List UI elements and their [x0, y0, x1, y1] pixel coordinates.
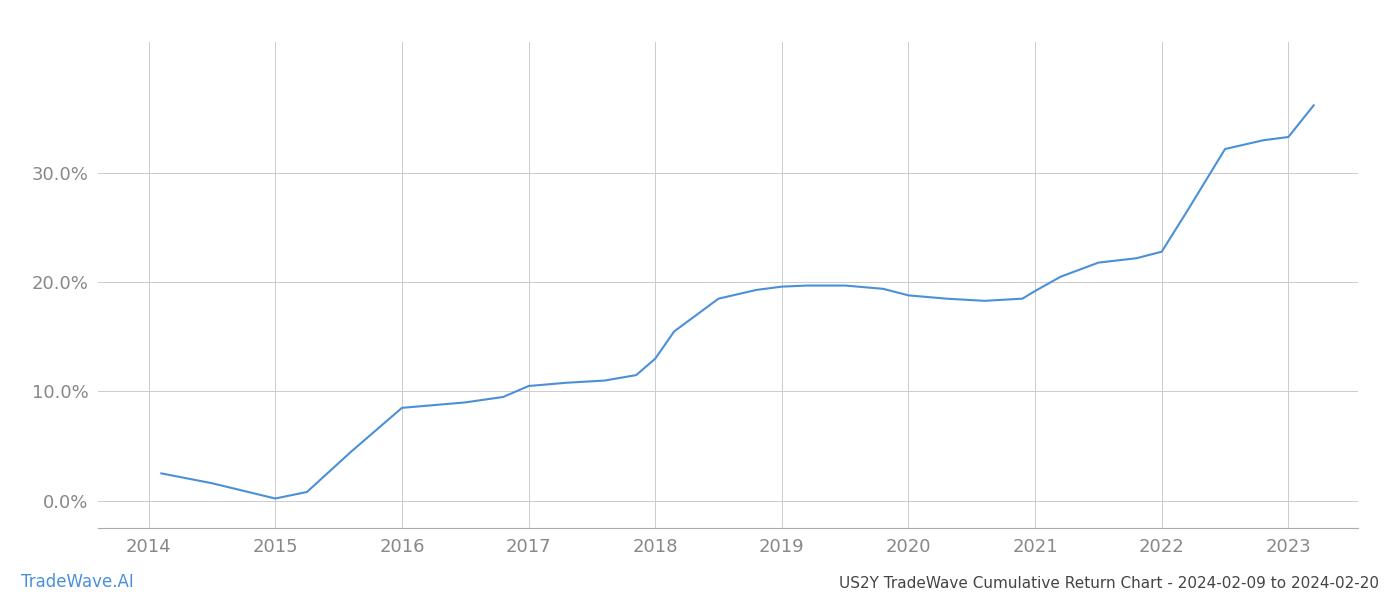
Text: TradeWave.AI: TradeWave.AI	[21, 573, 134, 591]
Text: US2Y TradeWave Cumulative Return Chart - 2024-02-09 to 2024-02-20: US2Y TradeWave Cumulative Return Chart -…	[839, 576, 1379, 591]
